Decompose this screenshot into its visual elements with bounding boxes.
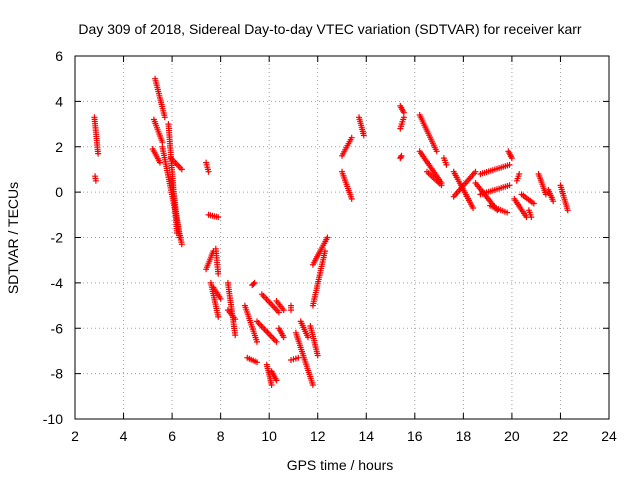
data-point	[508, 155, 515, 162]
data-point	[176, 234, 183, 241]
data-point	[215, 313, 222, 320]
data-point	[314, 352, 321, 359]
data-point	[324, 234, 331, 241]
x-tick-label: 14	[358, 428, 374, 444]
x-tick-label: 18	[456, 428, 472, 444]
data-point	[400, 114, 407, 121]
x-axis-label: GPS time / hours	[287, 457, 394, 473]
x-tick-label: 6	[168, 428, 176, 444]
data-point	[542, 191, 549, 198]
data-point	[178, 166, 185, 173]
data-point	[504, 209, 511, 216]
y-tick-label: -8	[51, 366, 64, 382]
data-point	[275, 309, 282, 316]
data-point	[95, 150, 102, 157]
data-point	[309, 382, 316, 388]
x-tick-label: 20	[504, 428, 520, 444]
data-point	[322, 248, 328, 255]
y-tick-label: 2	[55, 139, 63, 155]
data-point	[472, 168, 479, 175]
data-point	[398, 152, 405, 159]
y-tick-label: -6	[51, 320, 64, 336]
data-point	[506, 182, 513, 189]
y-tick-label: -4	[51, 275, 64, 291]
data-point	[161, 114, 168, 121]
data-point	[232, 332, 239, 339]
data-point	[215, 214, 222, 221]
x-tick-labels: 2 4 6 8 10 12 14 16 18 20 22 24	[71, 428, 617, 444]
chart-title: Day 309 of 2018, Sidereal Day-to-day VTE…	[78, 21, 581, 37]
y-tick-label: 4	[55, 93, 63, 109]
x-tick-label: 12	[310, 428, 326, 444]
x-tick-label: 4	[120, 428, 128, 444]
x-tick-label: 10	[261, 428, 277, 444]
data-point	[360, 132, 367, 139]
data-point	[470, 205, 477, 211]
x-tick-label: 22	[553, 428, 569, 444]
y-tick-label: 6	[55, 48, 63, 64]
data-point	[528, 214, 535, 221]
data-point	[273, 377, 280, 384]
data-point	[438, 182, 445, 189]
data-point	[348, 195, 355, 202]
data-point	[215, 270, 222, 277]
data-point	[506, 161, 513, 168]
axis-ticks	[74, 55, 610, 420]
data-point	[516, 171, 523, 177]
data-point	[280, 307, 287, 314]
y-tick-label: -2	[51, 230, 64, 246]
data-point	[288, 302, 294, 309]
data-point	[273, 338, 280, 345]
data-point	[305, 334, 311, 341]
gridlines	[75, 56, 609, 419]
x-tick-label: 2	[71, 428, 79, 444]
data-point	[530, 200, 537, 207]
data-point	[250, 281, 257, 287]
data-point	[564, 207, 571, 214]
data-point	[295, 354, 302, 361]
data-point	[433, 148, 440, 155]
data-points	[91, 75, 571, 388]
data-point	[217, 295, 224, 302]
x-tick-label: 24	[601, 428, 617, 444]
data-point	[254, 338, 260, 345]
data-point	[268, 382, 275, 388]
y-axis-label: SDTVAR / TECUs	[5, 182, 21, 294]
data-point	[550, 198, 557, 205]
x-tick-label: 16	[407, 428, 423, 444]
data-point	[280, 334, 287, 341]
data-point	[232, 316, 239, 323]
data-point	[348, 134, 355, 141]
x-tick-label: 8	[217, 428, 225, 444]
data-point	[251, 279, 258, 286]
data-point	[157, 159, 163, 166]
data-point	[92, 177, 99, 184]
data-point	[205, 168, 212, 175]
data-point	[443, 161, 450, 168]
y-tick-label: -10	[43, 411, 63, 427]
y-tick-label: 0	[55, 184, 63, 200]
data-point	[254, 359, 260, 366]
y-tick-labels: -10 -8 -6 -4 -2 0 2 4 6	[43, 48, 63, 427]
data-point	[178, 241, 185, 248]
